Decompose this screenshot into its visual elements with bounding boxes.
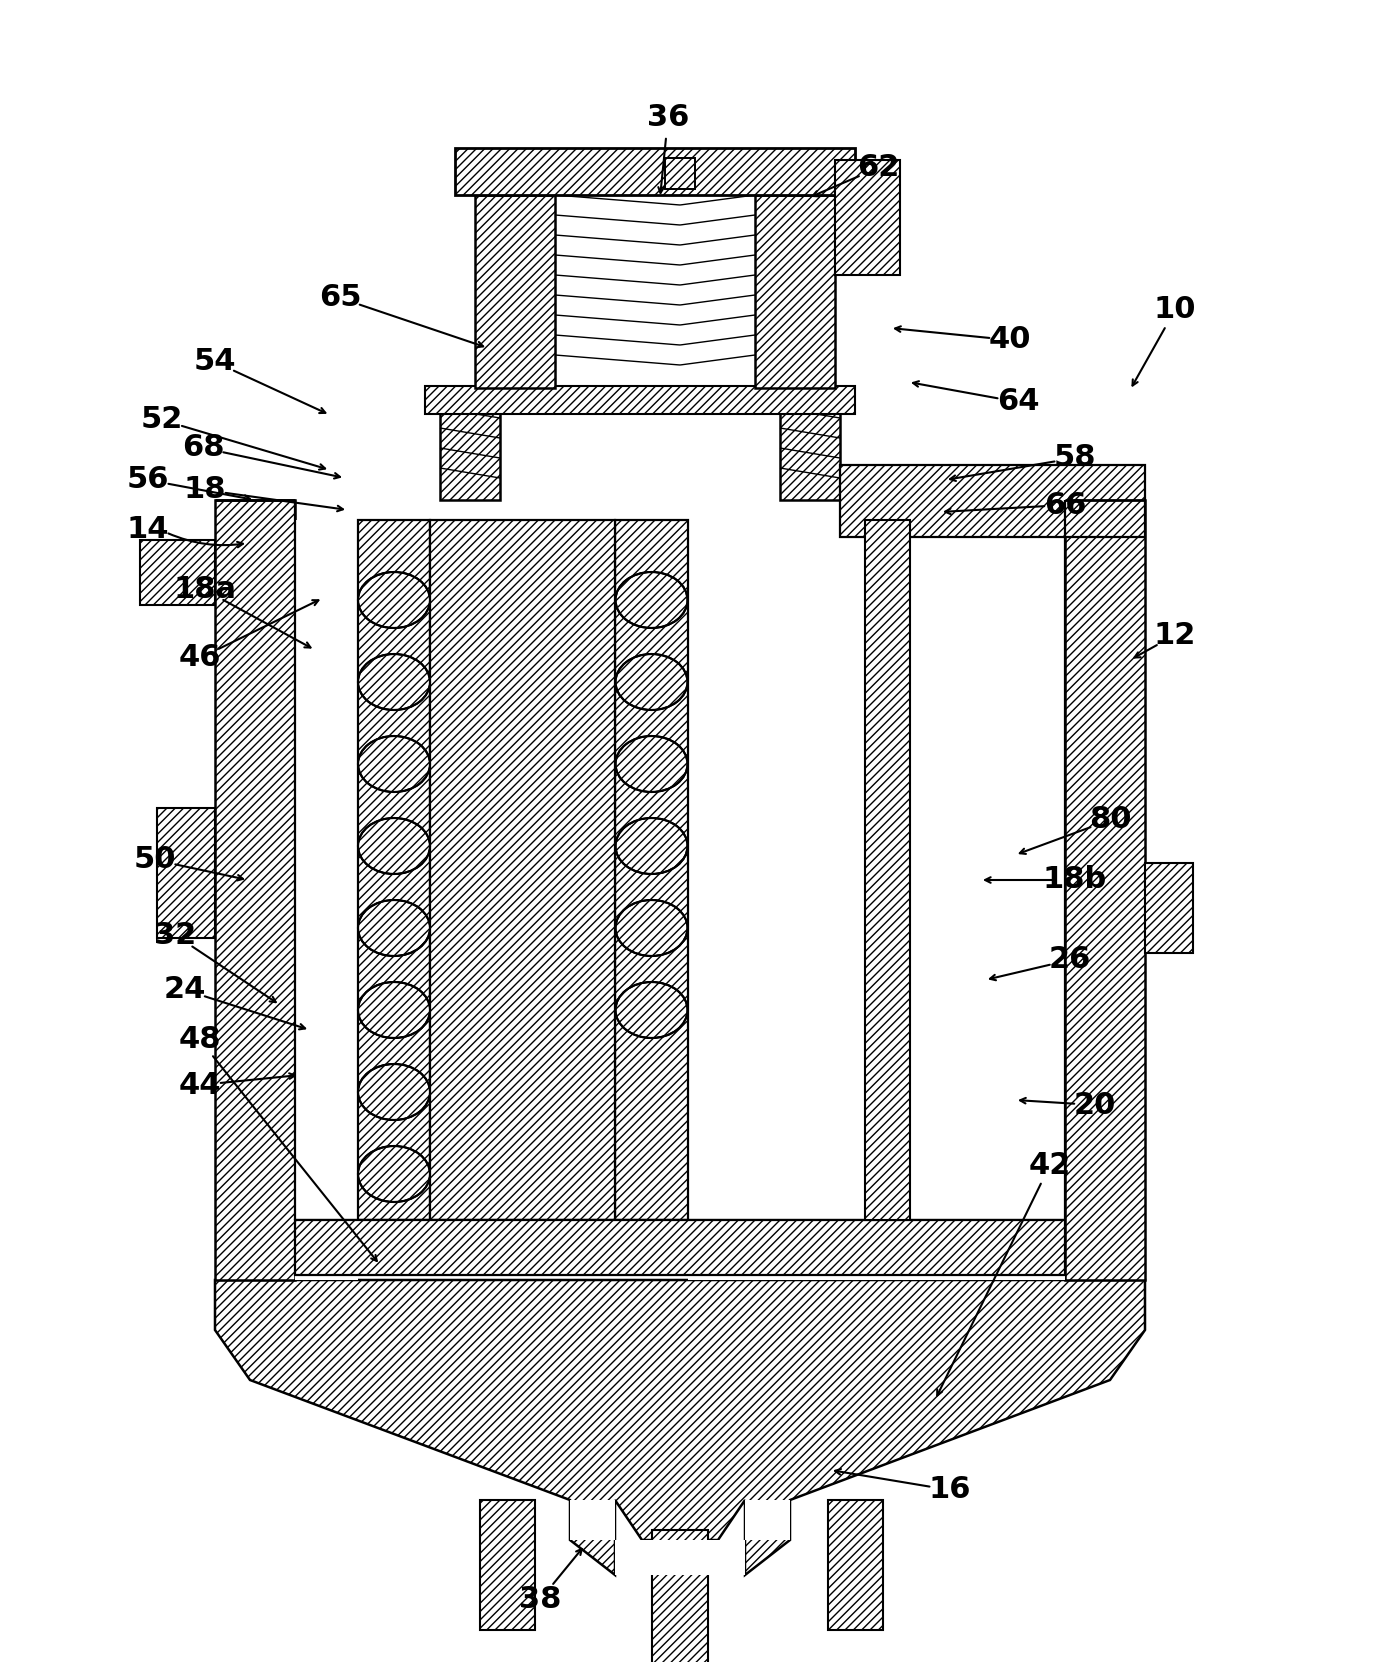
Polygon shape [755, 194, 835, 387]
Polygon shape [430, 520, 615, 1220]
Text: 16: 16 [929, 1476, 971, 1504]
Ellipse shape [358, 572, 430, 628]
Polygon shape [480, 1501, 535, 1630]
Text: 14: 14 [127, 515, 169, 545]
Text: 52: 52 [141, 406, 183, 434]
Text: 56: 56 [127, 465, 169, 495]
Text: 18: 18 [183, 475, 226, 505]
Ellipse shape [616, 982, 688, 1039]
Text: 36: 36 [646, 103, 689, 133]
Polygon shape [295, 1275, 358, 1280]
Polygon shape [1145, 863, 1193, 952]
Polygon shape [570, 1501, 790, 1576]
Polygon shape [688, 1275, 1065, 1280]
Text: 50: 50 [134, 846, 176, 874]
Text: 68: 68 [182, 434, 225, 462]
Polygon shape [688, 520, 1065, 1220]
Polygon shape [865, 520, 909, 1220]
Polygon shape [141, 540, 215, 605]
Text: 40: 40 [989, 326, 1031, 354]
Text: 66: 66 [1043, 490, 1086, 520]
Text: 54: 54 [194, 347, 236, 377]
Polygon shape [666, 158, 695, 189]
Text: 18a: 18a [174, 575, 237, 605]
Polygon shape [841, 465, 1145, 537]
Text: 12: 12 [1153, 620, 1196, 650]
Polygon shape [455, 148, 854, 194]
Text: 24: 24 [164, 976, 207, 1004]
Ellipse shape [358, 655, 430, 710]
Text: 48: 48 [179, 1025, 222, 1054]
Ellipse shape [358, 982, 430, 1039]
Ellipse shape [358, 1147, 430, 1202]
Ellipse shape [616, 572, 688, 628]
Ellipse shape [358, 1064, 430, 1120]
Polygon shape [157, 808, 215, 937]
Polygon shape [828, 1501, 883, 1630]
Text: 26: 26 [1049, 946, 1091, 974]
Text: 80: 80 [1089, 806, 1131, 834]
Text: 18b: 18b [1043, 866, 1107, 894]
Ellipse shape [616, 818, 688, 874]
Text: 44: 44 [179, 1070, 222, 1100]
Polygon shape [780, 387, 841, 500]
Polygon shape [615, 520, 688, 1220]
Text: 32: 32 [154, 921, 196, 949]
Text: 65: 65 [318, 284, 361, 312]
Polygon shape [358, 520, 430, 1220]
Ellipse shape [616, 736, 688, 793]
Text: 38: 38 [518, 1586, 561, 1614]
Polygon shape [424, 386, 854, 414]
Polygon shape [295, 1220, 1065, 1275]
Polygon shape [215, 1280, 1145, 1576]
Text: 10: 10 [1153, 296, 1196, 324]
Text: 46: 46 [179, 643, 222, 673]
Polygon shape [475, 194, 555, 387]
Polygon shape [295, 520, 358, 1220]
Polygon shape [652, 1531, 708, 1662]
Polygon shape [440, 387, 500, 500]
Text: 20: 20 [1073, 1090, 1116, 1120]
Text: 62: 62 [857, 153, 900, 183]
Ellipse shape [358, 736, 430, 793]
Text: 42: 42 [1029, 1150, 1071, 1180]
Text: 58: 58 [1054, 444, 1097, 472]
Text: 64: 64 [996, 387, 1039, 417]
Ellipse shape [616, 901, 688, 956]
Ellipse shape [358, 901, 430, 956]
Polygon shape [835, 160, 900, 274]
Ellipse shape [358, 818, 430, 874]
Ellipse shape [616, 655, 688, 710]
Polygon shape [215, 500, 295, 1280]
Polygon shape [1065, 500, 1145, 1280]
